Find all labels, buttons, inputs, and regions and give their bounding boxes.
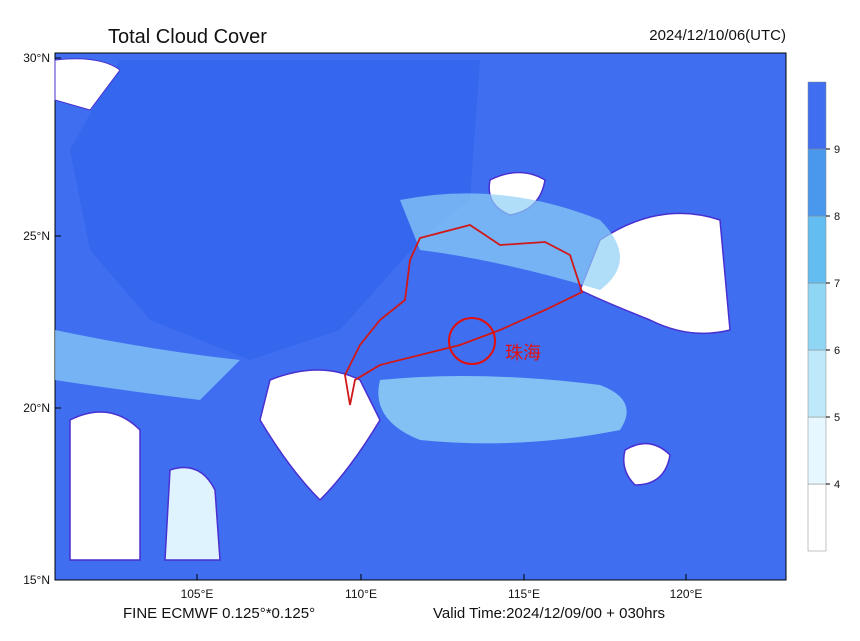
colorbar-label: 6 (834, 345, 840, 357)
lon-label: 110°E (345, 587, 377, 601)
title: Total Cloud Cover (108, 26, 267, 48)
colorbar-label: 7 (834, 278, 840, 290)
clear-patch (54, 58, 121, 111)
highlight-circle (448, 317, 496, 365)
lon-label: 115°E (508, 587, 540, 601)
partial-cloud (55, 330, 240, 400)
colorbar-segment (807, 349, 827, 418)
colorbar-segment (807, 215, 827, 284)
lat-label: 15°N (23, 573, 50, 587)
lat-label: 20°N (23, 401, 50, 415)
colorbar-label: 5 (834, 412, 840, 424)
valid-time: Valid Time:2024/12/09/00 + 030hrs (433, 605, 665, 622)
province-boundary (344, 224, 584, 406)
lat-label: 30°N (23, 51, 50, 65)
colorbar-segment (807, 416, 827, 485)
lon-label: 105°E (181, 587, 214, 601)
colorbar-segment (807, 483, 827, 552)
valid-time-header: 2024/12/10/06(UTC) (649, 27, 786, 44)
colorbar-label: 9 (834, 144, 840, 156)
colorbar-segment (807, 148, 827, 217)
annotation: 珠海 (505, 343, 541, 363)
clear-patch (579, 212, 731, 335)
clear-patch (623, 442, 671, 486)
colorbar-label: 8 (834, 211, 840, 223)
latitude-labels: 30°N 25°N 20°N 15°N (23, 51, 61, 587)
colorbar-segment (807, 282, 827, 351)
colorbar-segment (807, 81, 827, 150)
lat-label: 25°N (23, 229, 50, 243)
partial-cloud (400, 193, 620, 290)
map-area: 珠海 (54, 52, 787, 581)
lon-label: 120°E (670, 587, 703, 601)
clear-patch (164, 466, 221, 561)
longitude-labels: 105°E 110°E 115°E 120°E (181, 574, 703, 601)
colorbar-label: 4 (834, 479, 840, 491)
clear-patch (69, 411, 141, 561)
colorbar: 4 5 6 7 8 9 (807, 81, 840, 552)
overcast-land (70, 60, 480, 360)
partial-cloud (378, 376, 627, 444)
model-label: FINE ECMWF 0.125°*0.125° (123, 605, 315, 622)
